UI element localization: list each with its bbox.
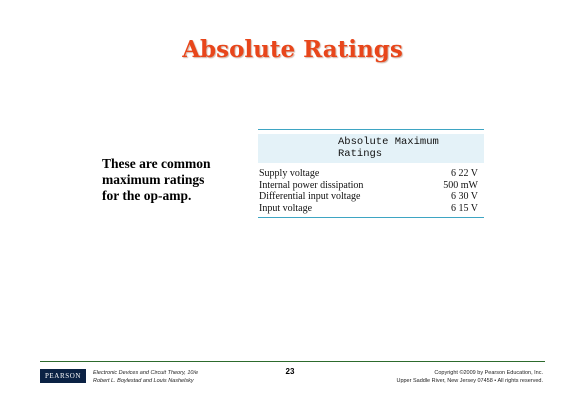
footer-book-info: Electronic Devices and Circuit Theory, 1…	[93, 369, 198, 385]
rating-label: Input voltage	[259, 202, 313, 214]
rating-label: Differential input voltage	[259, 191, 361, 202]
table-row: Input voltage 6 15 V	[258, 203, 484, 215]
book-authors: Robert L. Boylestad and Louis Nashelsky	[93, 378, 194, 384]
footer-copyright: Copyright ©2009 by Pearson Education, In…	[396, 369, 543, 385]
pearson-logo: PEARSON	[40, 369, 86, 383]
table-bottom-rule	[258, 217, 484, 218]
footer-divider	[40, 361, 545, 362]
description-line: These are common	[102, 156, 211, 171]
rating-value: 6 15 V	[450, 202, 478, 214]
absolute-ratings-table: Absolute Maximum Ratings Supply voltage …	[258, 129, 484, 218]
table-header: Absolute Maximum Ratings	[258, 134, 484, 163]
rating-label: Internal power dissipation	[259, 179, 364, 191]
copyright-line: Copyright ©2009 by Pearson Education, In…	[434, 370, 543, 376]
table-body: Supply voltage 6 22 V Internal power dis…	[258, 168, 484, 214]
address-line: Upper Saddle River, New Jersey 07458 • A…	[396, 378, 543, 384]
book-title: Electronic Devices and Circuit Theory, 1…	[93, 370, 199, 376]
page-number: 23	[285, 367, 295, 376]
table-header-line: Absolute Maximum	[338, 136, 439, 148]
description-text: These are common maximum ratings for the…	[102, 156, 252, 204]
slide-title: Absolute Ratings	[182, 36, 403, 63]
table-top-rule	[258, 129, 484, 130]
description-line: for the op-amp.	[102, 188, 192, 203]
table-row: Differential input voltage 6 30 V	[258, 191, 484, 203]
rating-label: Supply voltage	[259, 168, 320, 179]
table-row: Supply voltage 6 22 V	[258, 168, 484, 180]
description-line: maximum ratings	[102, 172, 205, 187]
rating-value: 500 mW	[443, 179, 478, 191]
rating-value: 6 30 V	[450, 191, 478, 202]
rating-value: 6 22 V	[450, 168, 478, 179]
table-row: Internal power dissipation 500 mW	[258, 180, 484, 192]
table-header-line: Ratings	[338, 148, 383, 160]
